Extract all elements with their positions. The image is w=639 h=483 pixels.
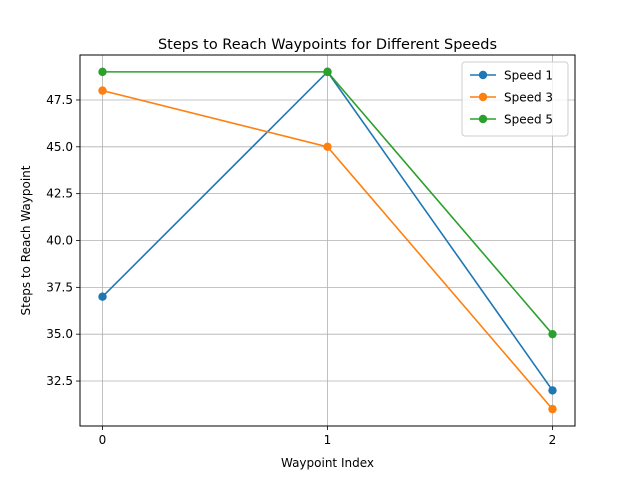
legend-swatch-marker	[478, 92, 488, 102]
y-tick-label: 35.0	[46, 327, 73, 341]
legend-swatch-marker	[478, 114, 488, 124]
y-tick-label: 45.0	[46, 140, 73, 154]
series-speed-5	[98, 67, 557, 339]
data-point	[98, 67, 107, 77]
data-point	[548, 404, 557, 414]
y-tick-label: 32.5	[46, 374, 73, 388]
legend-label: Speed 1	[504, 69, 553, 83]
data-point	[548, 386, 557, 395]
data-point	[323, 67, 332, 77]
y-axis-label: Steps to Reach Waypoint	[19, 165, 33, 315]
ticks: 0 1 2 32.5 35.0 37.5 40.0 42.5 45.0 47.5	[46, 93, 556, 447]
x-tick-label: 2	[549, 433, 557, 447]
legend: Speed 1 Speed 3 Speed 5	[461, 61, 569, 137]
legend-box	[461, 61, 569, 137]
x-tick-label: 1	[324, 433, 332, 447]
x-axis-label: Waypoint Index	[281, 456, 374, 470]
y-tick-label: 40.0	[46, 234, 73, 248]
series-speed-3	[98, 86, 557, 414]
legend-swatch-marker	[478, 70, 488, 80]
y-tick-label: 42.5	[46, 187, 73, 201]
x-tick-label: 0	[99, 433, 107, 447]
legend-label: Speed 3	[504, 91, 553, 105]
series-layer	[98, 67, 557, 414]
data-point	[98, 86, 107, 95]
y-tick-label: 37.5	[46, 280, 73, 294]
y-tick-label: 47.5	[46, 93, 73, 107]
data-point	[323, 142, 332, 152]
data-point	[548, 329, 557, 339]
legend-label: Speed 5	[504, 113, 553, 127]
chart-title: Steps to Reach Waypoints for Different S…	[158, 37, 497, 53]
data-point	[98, 292, 107, 301]
